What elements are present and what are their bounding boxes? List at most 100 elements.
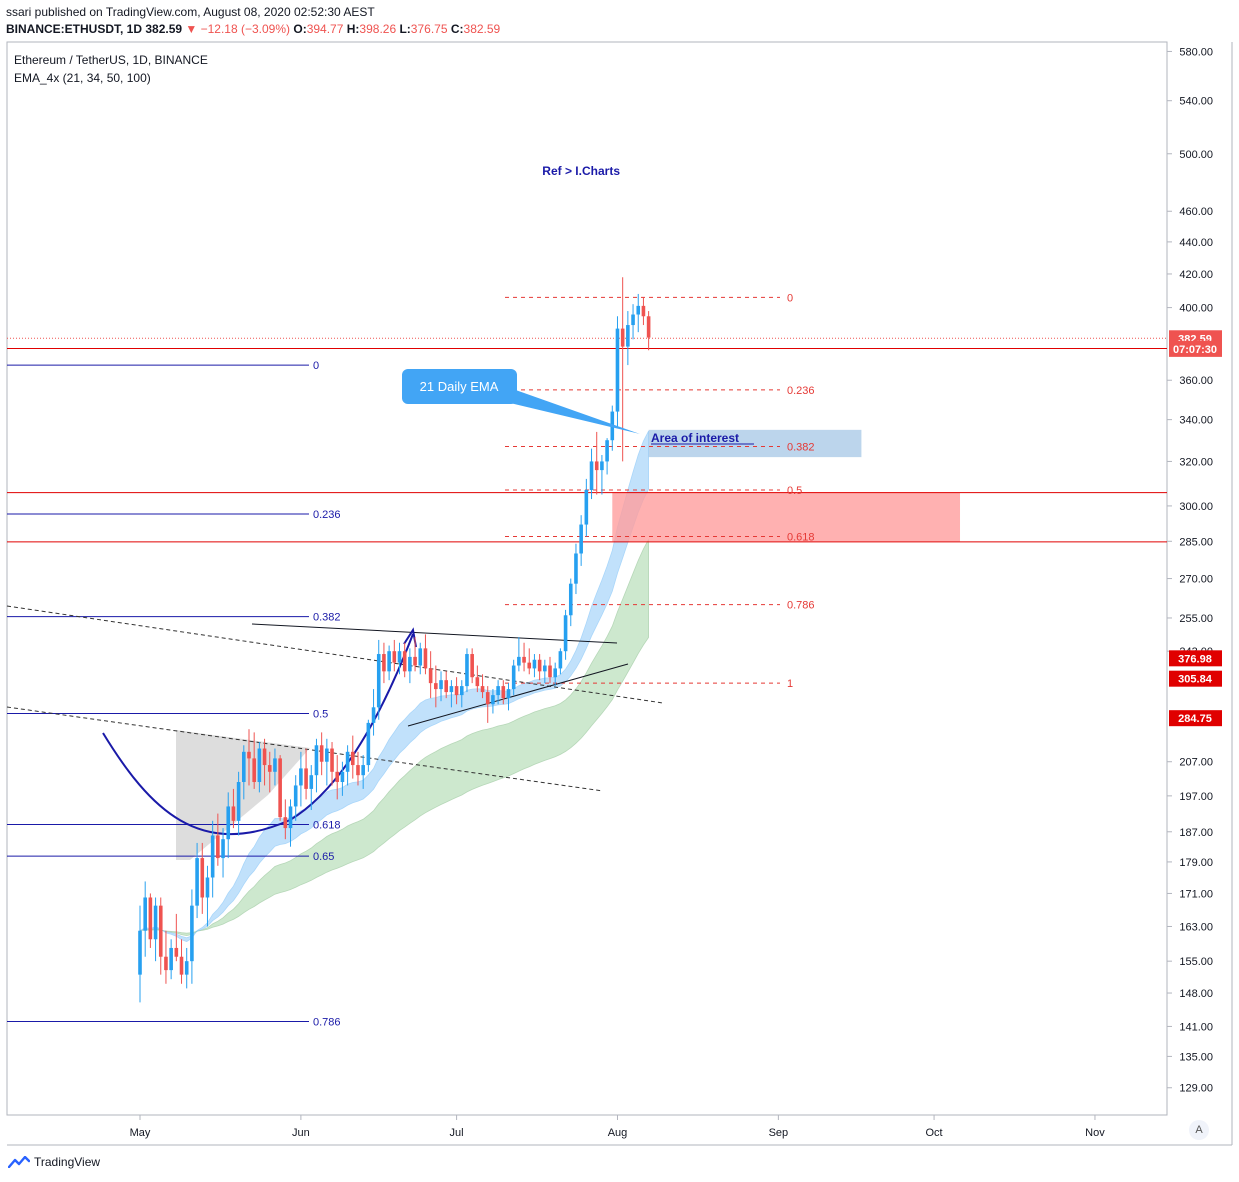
- candle-body: [444, 680, 449, 693]
- candle-body: [262, 748, 267, 766]
- y-tick-label: 207.00: [1179, 757, 1213, 769]
- candle-body: [148, 897, 153, 940]
- candle-body: [267, 765, 272, 772]
- fib-blue-label: 0: [313, 360, 319, 372]
- candle-body: [563, 615, 568, 652]
- candle-body: [143, 897, 147, 931]
- tradingview-footer[interactable]: TradingView: [8, 1155, 100, 1169]
- auto-scale-button[interactable]: A: [1189, 1120, 1209, 1140]
- y-tick-label: 255.00: [1179, 613, 1213, 625]
- y-tick-label: 129.00: [1179, 1083, 1213, 1095]
- y-tick-label: 460.00: [1179, 206, 1213, 218]
- x-tick-label: Jul: [450, 1127, 464, 1139]
- candle-body: [584, 490, 589, 525]
- candle-body: [299, 768, 303, 786]
- candle-body: [361, 765, 365, 776]
- candle-body: [356, 765, 360, 776]
- candle-body: [449, 686, 454, 693]
- y-tick-label: 155.00: [1179, 956, 1213, 968]
- candle-body: [636, 305, 641, 315]
- chart-legend-title: Ethereum / TetherUS, 1D, BINANCE: [14, 53, 208, 67]
- y-tick-label: 187.00: [1179, 827, 1213, 839]
- candle-body: [226, 806, 231, 840]
- candle-body: [454, 686, 459, 696]
- candle-body: [293, 785, 298, 807]
- ema-slow-ribbon: [139, 539, 649, 937]
- y-tick-label: 320.00: [1179, 456, 1213, 468]
- candle-body: [257, 748, 262, 783]
- x-tick-label: Sep: [769, 1127, 789, 1139]
- fib-blue-label: 0.5: [313, 709, 328, 721]
- candle-body: [190, 905, 194, 962]
- candle-body: [283, 817, 288, 829]
- fib-red-label: 1: [787, 678, 793, 690]
- fib-red-label: 0.786: [787, 600, 815, 612]
- y-tick-label: 179.00: [1179, 857, 1213, 869]
- candle-body: [242, 751, 246, 783]
- triangle-upper-line: [251, 623, 618, 644]
- candle-body: [158, 905, 163, 957]
- candle-body: [366, 722, 371, 766]
- y-tick-label: 141.00: [1179, 1021, 1213, 1033]
- candle-body: [236, 782, 241, 821]
- indicator-legend[interactable]: EMA_4x (21, 34, 50, 100): [14, 71, 151, 85]
- candle-body: [439, 680, 443, 690]
- price-axis-badge-label: 07:07:30: [1173, 344, 1217, 356]
- candle-body: [138, 930, 142, 975]
- candle-body: [174, 947, 179, 957]
- candle-body: [387, 651, 391, 672]
- y-tick-label: 440.00: [1179, 237, 1213, 249]
- price-axis-badge: [1169, 650, 1222, 667]
- drawings-layer: [6, 296, 1167, 1023]
- price-axis[interactable]: 580.00 540.00 500.00 460.00 440.00 420.00 400.…: [130, 46, 1222, 1139]
- candle-body: [485, 692, 490, 705]
- last-price: 382.59: [145, 22, 183, 36]
- candle-body: [169, 947, 173, 971]
- candle-body: [532, 659, 537, 669]
- chart-frame-layer: [6, 41, 1233, 1146]
- candle-body: [210, 835, 215, 878]
- lower-dashed-trendline: [6, 706, 604, 792]
- cup-curve: [102, 633, 414, 836]
- candle-body: [574, 553, 578, 584]
- candle-body: [620, 328, 625, 347]
- red-zone-zone: [612, 492, 961, 542]
- candle-body: [330, 748, 334, 772]
- candles-layer: [138, 277, 651, 1003]
- y-tick-label: 197.00: [1179, 791, 1213, 803]
- candle-body: [548, 665, 552, 678]
- fib-blue-label: 0.65: [313, 851, 334, 863]
- fib-blue-label: 0.236: [313, 509, 341, 521]
- candle-body: [195, 858, 199, 906]
- candle-body: [465, 654, 469, 687]
- candle-body: [434, 683, 438, 690]
- candle-body: [511, 665, 516, 690]
- candle-body: [506, 689, 511, 699]
- candle-body: [543, 665, 547, 672]
- candle-body: [231, 806, 236, 821]
- candle-body: [605, 440, 609, 462]
- y-tick-label: 300.00: [1179, 501, 1213, 513]
- ema-callout-pointer: [506, 388, 640, 434]
- y-tick-label: 285.00: [1179, 536, 1213, 548]
- fib-red-label: 0: [787, 292, 793, 304]
- candle-body: [288, 806, 293, 829]
- candle-body: [345, 751, 350, 772]
- candle-body: [501, 686, 506, 699]
- candle-body: [278, 758, 282, 818]
- publish-info: ssari published on TradingView.com, Augu…: [6, 5, 375, 19]
- ref-annotation: Ref > I.Charts: [542, 164, 620, 178]
- candle-body: [325, 748, 329, 762]
- fib-blue-label: 0.382: [313, 612, 341, 624]
- text-layer: 0 0.236 0.382 0.5 0.618 0.65 0.786 0 0.236 0.382 0…: [313, 164, 815, 1029]
- y-tick-label: 340.00: [1179, 415, 1213, 427]
- y-tick-label: 580.00: [1179, 46, 1213, 58]
- candle-body: [553, 668, 557, 678]
- close-label: C:: [450, 22, 464, 36]
- candle-body: [304, 768, 308, 789]
- x-tick-label: Nov: [1085, 1127, 1105, 1139]
- candle-body: [491, 695, 495, 705]
- candle-body: [459, 686, 464, 696]
- candle-body: [247, 751, 251, 759]
